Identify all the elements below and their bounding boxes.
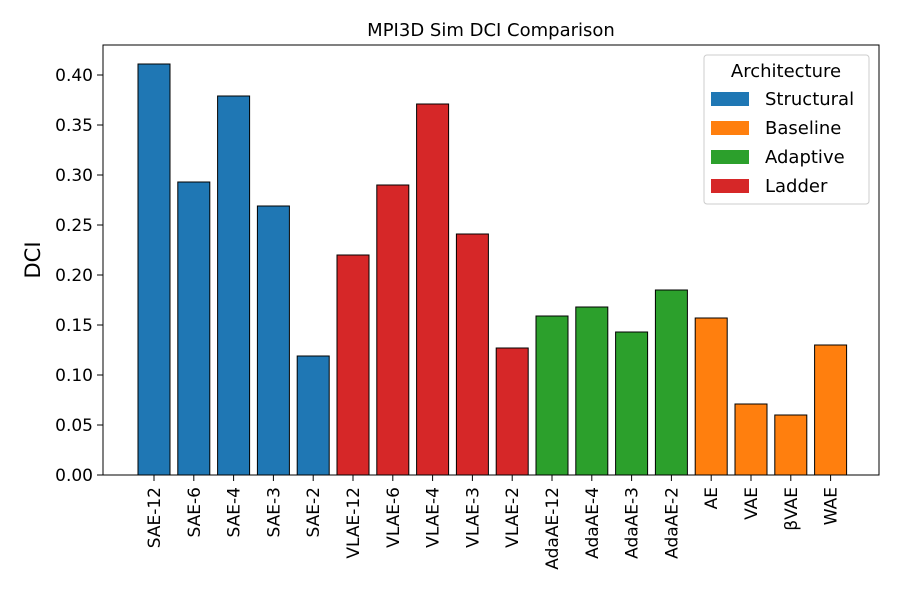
y-axis-ticks: 0.00 0.05 0.10 0.15 0.20 0.25 0.30 0.35 0.40 xyxy=(55,66,103,486)
x-tick-label: VLAE-6 xyxy=(384,487,404,548)
x-tick-label: VLAE-3 xyxy=(463,487,483,548)
bar xyxy=(814,344,848,476)
bar xyxy=(455,233,489,476)
legend-swatch xyxy=(711,92,749,106)
x-tick-label: VLAE-12 xyxy=(344,487,364,559)
x-tick-label: VLAE-4 xyxy=(424,487,444,548)
legend: Architecture Structural Baseline Adaptive L… xyxy=(703,54,870,205)
bar xyxy=(654,289,688,476)
y-tick-label: 0.40 xyxy=(55,66,93,86)
x-tick-label: AdaAE-12 xyxy=(543,487,563,570)
bar xyxy=(774,414,808,476)
x-tick-label: VLAE-2 xyxy=(503,487,523,548)
y-tick-label: 0.35 xyxy=(55,116,93,136)
x-tick-label: SAE-6 xyxy=(185,487,205,537)
y-tick-label: 0.25 xyxy=(55,216,93,236)
x-tick-label: VAE xyxy=(742,487,762,520)
bar xyxy=(336,254,370,476)
x-tick-label: WAE xyxy=(822,487,842,525)
legend-entry-label: Structural xyxy=(765,89,854,110)
bar xyxy=(217,95,251,476)
x-tick-label: SAE-4 xyxy=(225,487,245,537)
bar xyxy=(734,403,768,476)
y-tick-label: 0.05 xyxy=(55,416,93,436)
legend-swatch xyxy=(711,179,749,193)
bar xyxy=(694,317,728,476)
bar xyxy=(137,63,171,476)
legend-entry-label: Ladder xyxy=(765,176,828,197)
bar xyxy=(535,315,569,476)
x-tick-label: SAE-2 xyxy=(304,487,324,537)
y-tick-label: 0.15 xyxy=(55,316,93,336)
legend-swatch xyxy=(711,150,749,164)
bar xyxy=(416,103,450,476)
plot-frame xyxy=(102,44,880,476)
x-tick-label: SAE-12 xyxy=(145,487,165,548)
x-tick-label: AE xyxy=(702,487,722,509)
x-tick-label: SAE-3 xyxy=(264,487,284,537)
legend-entry-label: Adaptive xyxy=(765,147,845,168)
x-tick-label: AdaAE-4 xyxy=(583,487,603,559)
chart-title: MPI3D Sim DCI Comparison xyxy=(367,20,615,41)
bar xyxy=(296,355,330,476)
y-tick-label: 0.20 xyxy=(55,266,93,286)
x-axis-ticks: SAE-12 SAE-6 SAE-4 SAE-3 SAE-2 VLAE-12 VLAE-6 V… xyxy=(145,475,842,570)
y-tick-label: 0.30 xyxy=(55,166,93,186)
legend-title: Architecture xyxy=(731,61,841,82)
x-tick-label: βVAE xyxy=(782,487,802,531)
bar xyxy=(177,181,211,476)
bar xyxy=(575,306,609,476)
y-axis-label: DCI xyxy=(21,241,45,278)
legend-entries: Structural Baseline Adaptive Ladder xyxy=(711,89,854,197)
bar xyxy=(495,347,529,476)
bar xyxy=(615,331,649,476)
bar xyxy=(376,184,410,476)
bars xyxy=(137,63,848,476)
y-tick-label: 0.10 xyxy=(55,366,93,386)
x-tick-label: AdaAE-3 xyxy=(623,487,643,559)
x-tick-label: AdaAE-2 xyxy=(662,487,682,559)
legend-swatch xyxy=(711,121,749,135)
bar xyxy=(256,205,290,476)
legend-entry-label: Baseline xyxy=(765,118,841,139)
y-tick-label: 0.00 xyxy=(55,466,93,486)
